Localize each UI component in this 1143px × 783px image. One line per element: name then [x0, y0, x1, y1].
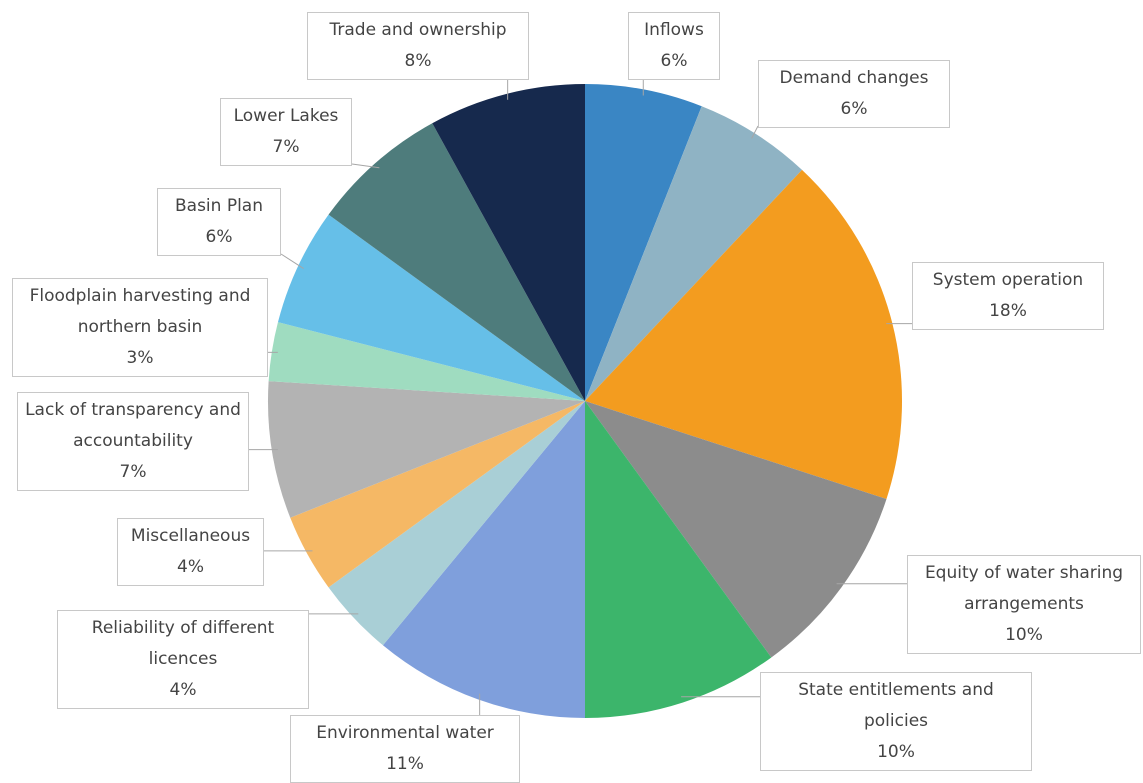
category-label: Lower Lakes [233, 106, 339, 126]
category-label: System operation [932, 270, 1084, 290]
value-label: 11% [386, 754, 424, 774]
category-label: Equity of water sharing arrangements [924, 563, 1124, 614]
data-label: State entitlements and policies 10% [760, 672, 1032, 771]
data-label: Trade and ownership 8% [307, 12, 529, 80]
pie-slice [268, 322, 585, 401]
pie-slice [585, 401, 772, 718]
category-label: State entitlements and policies [798, 680, 994, 731]
value-label: 6% [840, 99, 868, 119]
value-label: 8% [404, 51, 432, 71]
value-label: 7% [119, 462, 147, 482]
data-label: Reliability of different licences 4% [57, 610, 309, 709]
leader-line [351, 163, 380, 169]
category-label: Inflows [644, 20, 704, 40]
value-label: 10% [1005, 625, 1043, 645]
value-label: 3% [126, 348, 154, 368]
category-label: Basin Plan [174, 196, 263, 216]
pie-slice [432, 84, 585, 401]
value-label: 10% [877, 742, 915, 762]
data-label: Equity of water sharing arrangements 10% [907, 555, 1141, 654]
pie-slice [585, 106, 803, 401]
pie-slice [585, 84, 702, 401]
pie-slice [382, 401, 585, 718]
category-label: Trade and ownership [329, 20, 507, 40]
data-label: Basin Plan 6% [157, 188, 281, 256]
leader-line [751, 125, 759, 139]
data-label: Environmental water 11% [290, 715, 520, 783]
pie-slice [585, 169, 902, 499]
pie-slice [268, 381, 585, 518]
data-label: System operation 18% [912, 262, 1104, 330]
category-label: Demand changes [779, 68, 929, 88]
pie-slice [585, 401, 887, 658]
category-label: Reliability of different licences [91, 618, 275, 669]
pie-slice [277, 214, 585, 401]
value-label: 4% [177, 557, 204, 577]
category-label: Lack of transparency and accountability [25, 400, 241, 451]
data-label: Floodplain harvesting and northern basin… [12, 278, 268, 377]
value-label: 7% [272, 137, 300, 157]
category-label: Floodplain harvesting and northern basin [29, 286, 251, 337]
value-label: 4% [169, 680, 197, 700]
pie-slice [328, 123, 585, 401]
data-label: Lack of transparency and accountability 7… [17, 392, 249, 491]
pie-slice [328, 401, 585, 646]
value-label: 6% [205, 227, 233, 247]
category-label: Environmental water [316, 723, 494, 743]
value-label: 6% [660, 51, 688, 71]
data-label: Lower Lakes 7% [220, 98, 352, 166]
data-label: Miscellaneous 4% [117, 518, 264, 586]
value-label: 18% [989, 301, 1027, 321]
pie-slice [290, 401, 585, 588]
category-label: Miscellaneous [130, 526, 251, 546]
leader-line [280, 253, 304, 270]
data-label: Inflows 6% [628, 12, 720, 80]
data-label: Demand changes 6% [758, 60, 950, 128]
